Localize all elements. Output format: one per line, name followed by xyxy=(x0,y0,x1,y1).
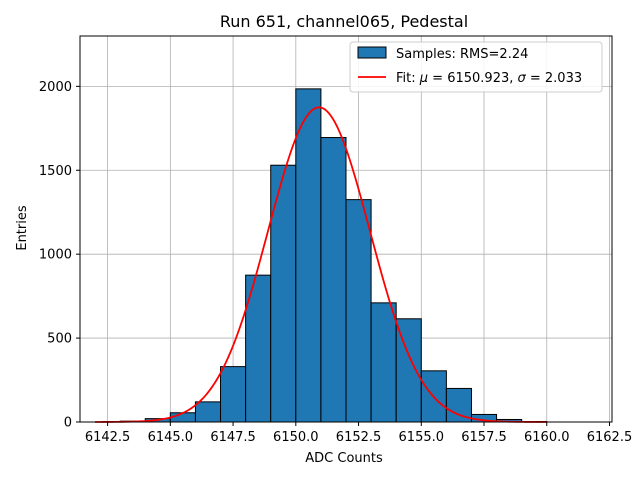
legend: Samples: RMS=2.24 Fit: μ = 6150.923, σ =… xyxy=(349,41,603,93)
legend-fit-mu-symbol: μ xyxy=(419,71,428,86)
x-tick-label: 6157.5 xyxy=(461,430,507,445)
legend-box xyxy=(349,41,603,93)
x-tick-label: 6150.0 xyxy=(273,430,319,445)
histogram-bar xyxy=(220,366,247,423)
fit-curve-group xyxy=(95,106,547,423)
y-tick-label: 1000 xyxy=(39,248,72,263)
x-axis-ticks: 6142.5 6145.0 6147.5 6150.0 6152.5 6155.0 6157… xyxy=(85,422,632,445)
x-tick-label: 6147.5 xyxy=(210,430,256,445)
histogram-bar xyxy=(320,137,347,423)
legend-fit-mu-value: = 6150.923, xyxy=(428,71,517,86)
y-tick-label: 500 xyxy=(47,332,72,347)
y-tick-label: 2000 xyxy=(39,80,72,95)
plot-frame xyxy=(79,35,613,423)
histogram-bar xyxy=(345,199,372,423)
histogram-bar xyxy=(370,302,397,423)
legend-fit-sigma-symbol: σ xyxy=(518,71,527,86)
x-tick-label: 6145.0 xyxy=(148,430,194,445)
x-tick-label: 6155.0 xyxy=(399,430,445,445)
legend-histogram-swatch xyxy=(357,46,387,59)
y-axis-label: Entries xyxy=(15,205,30,251)
x-tick-label: 6142.5 xyxy=(85,430,131,445)
chart-title: Run 651, channel065, Pedestal xyxy=(220,12,468,31)
histogram-bar xyxy=(420,370,447,423)
fit-curve xyxy=(95,106,547,423)
x-tick-label: 6160.0 xyxy=(524,430,570,445)
legend-fit-label: Fit: μ = 6150.923, σ = 2.033 xyxy=(396,71,582,86)
histogram-bar xyxy=(295,88,322,423)
y-tick-label: 1500 xyxy=(39,164,72,179)
legend-histogram-label: Samples: RMS=2.24 xyxy=(396,47,528,62)
x-tick-label: 6152.5 xyxy=(336,430,382,445)
x-tick-label: 6162.5 xyxy=(587,430,633,445)
legend-fit-prefix: Fit: xyxy=(396,71,420,86)
x-axis-label: ADC Counts xyxy=(305,451,383,466)
histogram-bar xyxy=(194,401,222,423)
histogram-bar xyxy=(169,412,196,423)
y-tick-label: 0 xyxy=(64,416,72,431)
legend-fit-sigma-value: = 2.033 xyxy=(526,71,582,86)
histogram-bars xyxy=(119,88,548,423)
y-axis-ticks: 0 500 1000 1500 2000 xyxy=(39,80,80,431)
